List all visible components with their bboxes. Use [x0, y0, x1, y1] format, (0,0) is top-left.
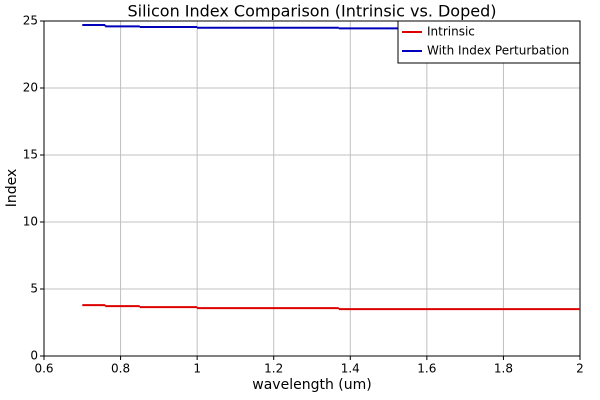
y-tick-label: 25 — [23, 14, 38, 28]
x-tick-label: 1.8 — [494, 362, 513, 376]
x-tick-label: 1.2 — [264, 362, 283, 376]
legend-label: With Index Perturbation — [427, 44, 569, 58]
plot-frame — [43, 20, 581, 357]
y-tick-label: 5 — [30, 282, 38, 296]
y-tick-label: 0 — [30, 349, 38, 363]
y-tick-label: 20 — [23, 81, 38, 95]
chart-title: Silicon Index Comparison (Intrinsic vs. … — [127, 2, 496, 21]
x-axis-label: wavelength (um) — [252, 377, 371, 393]
y-tick-label: 15 — [23, 148, 38, 162]
x-tick-label: 1 — [193, 362, 201, 376]
x-tick-label: 0.6 — [34, 362, 53, 376]
legend-label: Intrinsic — [427, 25, 475, 39]
x-tick-label: 1.4 — [341, 362, 360, 376]
x-tick-label: 1.6 — [417, 362, 436, 376]
legend-box — [397, 20, 581, 64]
y-axis-label: Index — [4, 169, 20, 208]
x-tick-label: 2 — [576, 362, 584, 376]
x-tick-label: 0.8 — [111, 362, 130, 376]
y-tick-label: 10 — [23, 215, 38, 229]
